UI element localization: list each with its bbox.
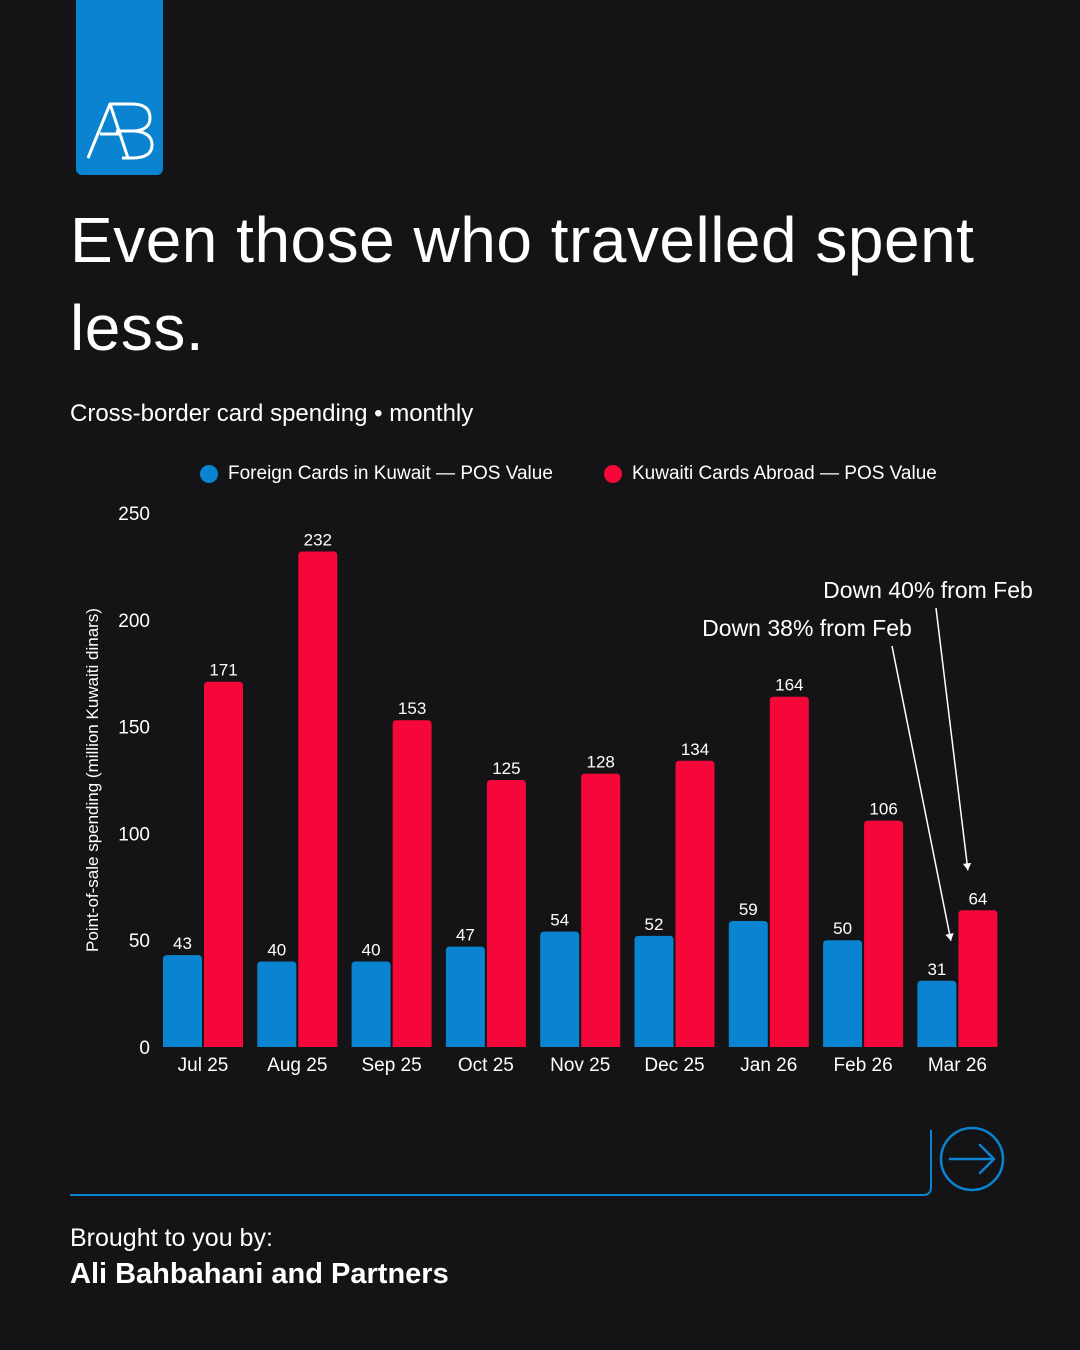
x-tick-label: Nov 25 (550, 1055, 610, 1076)
x-tick-label: Jan 26 (740, 1055, 797, 1076)
bar-chart: 0 50 100 150 200 250 Point-of-sale spending (m… (83, 504, 1033, 1076)
data-label: 171 (209, 661, 237, 680)
page-title: Even those who travelled spent less. (70, 204, 975, 364)
annotation-arrow-head (962, 862, 972, 871)
x-tick-label: Feb 26 (834, 1055, 893, 1076)
y-tick-label: 50 (129, 931, 150, 952)
footer-credit-label: Brought to you by: (70, 1224, 273, 1252)
y-tick-label: 100 (118, 824, 150, 845)
data-label: 134 (681, 740, 709, 759)
data-label: 31 (927, 960, 946, 979)
y-axis-title: Point-of-sale spending (million Kuwaiti … (83, 608, 102, 952)
chart-legend: Foreign Cards in Kuwait — POS Value Kuwa… (0, 463, 1080, 493)
bar-foreign (163, 955, 202, 1047)
data-label: 232 (304, 530, 332, 549)
legend-item-kuwaiti: Kuwaiti Cards Abroad — POS Value (604, 463, 937, 485)
bar-kuwaiti (392, 720, 432, 1047)
bar-kuwaiti (486, 780, 526, 1047)
annotation-arrow-head (945, 933, 954, 941)
bar-foreign (257, 961, 297, 1047)
annotation-label: Down 38% from Feb (702, 615, 912, 641)
bar-foreign (351, 961, 391, 1047)
legend-item-foreign: Foreign Cards in Kuwait — POS Value (200, 463, 553, 485)
data-label: 50 (833, 919, 852, 938)
y-tick-label: 250 (118, 504, 150, 525)
x-tick-label: Sep 25 (361, 1055, 421, 1076)
data-label: 52 (645, 915, 664, 934)
footer-divider-line (70, 1130, 932, 1196)
x-tick-label: Aug 25 (267, 1055, 327, 1076)
annotation-arrow-line (891, 645, 952, 941)
x-tick-label: Dec 25 (644, 1055, 704, 1076)
data-label: 106 (869, 800, 897, 819)
ab-monogram-logo (86, 102, 154, 160)
x-tick-label: Oct 25 (458, 1055, 514, 1076)
data-label: 153 (398, 699, 426, 718)
bar-kuwaiti (204, 681, 243, 1047)
bar-foreign (728, 920, 768, 1047)
x-tick-label: Jul 25 (178, 1055, 229, 1076)
brand-logo-box (76, 0, 163, 175)
bar-kuwaiti (864, 820, 904, 1047)
data-label: 164 (775, 676, 803, 695)
legend-swatch-red (604, 465, 622, 483)
y-tick-label: 150 (118, 718, 150, 739)
arrow-right-circle-icon[interactable] (939, 1126, 1005, 1192)
annotation-label: Down 40% from Feb (823, 577, 1033, 603)
data-label: 54 (550, 911, 569, 930)
footer-company-name: Ali Bahbahani and Partners (70, 1258, 449, 1290)
x-tick-label: Mar 26 (928, 1055, 987, 1076)
bar-foreign (445, 946, 485, 1047)
bar-kuwaiti (958, 910, 998, 1047)
data-label: 125 (492, 759, 520, 778)
data-label: 128 (587, 753, 615, 772)
chart-subtitle: Cross-border card spending • monthly (70, 400, 474, 427)
bar-foreign (540, 931, 580, 1047)
legend-label-foreign: Foreign Cards in Kuwait — POS Value (228, 463, 553, 484)
annotation-arrow-line (935, 607, 969, 871)
data-label: 40 (267, 941, 286, 960)
bar-foreign (634, 935, 674, 1047)
legend-swatch-blue (200, 465, 218, 483)
data-label: 47 (456, 926, 475, 945)
legend-label-kuwaiti: Kuwaiti Cards Abroad — POS Value (632, 463, 937, 484)
data-label: 64 (968, 889, 987, 908)
bar-kuwaiti (769, 696, 809, 1047)
data-label: 59 (739, 900, 758, 919)
bar-kuwaiti (298, 551, 338, 1047)
y-tick-label: 200 (118, 611, 150, 632)
bar-foreign (823, 940, 863, 1047)
bar-foreign (917, 980, 957, 1047)
bar-kuwaiti (675, 760, 715, 1047)
data-label: 40 (362, 941, 381, 960)
bar-kuwaiti (581, 773, 621, 1047)
y-tick-label: 0 (139, 1038, 150, 1059)
data-label: 43 (173, 934, 192, 953)
